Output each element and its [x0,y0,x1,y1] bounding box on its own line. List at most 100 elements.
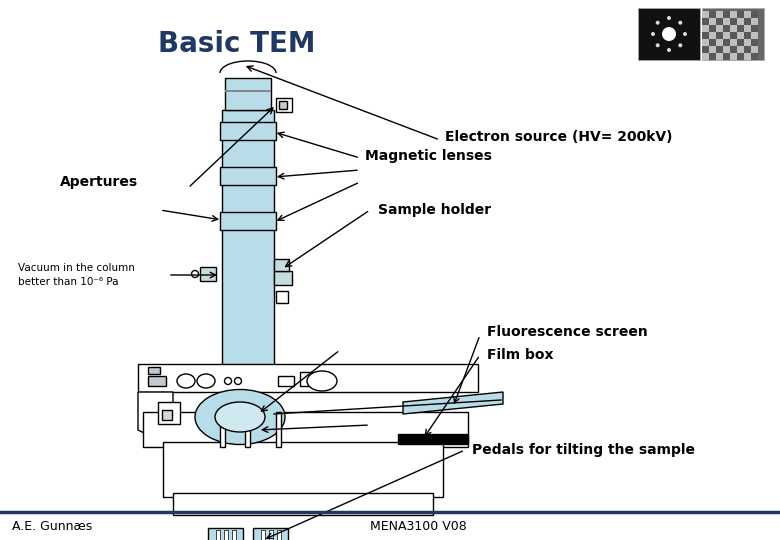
Ellipse shape [197,374,215,388]
Bar [723,25,730,32]
Bar [723,53,730,60]
Text: Magnetic lenses: Magnetic lenses [365,149,492,163]
Ellipse shape [235,377,242,384]
Bar [276,412,281,447]
Bar [138,364,478,392]
Ellipse shape [667,48,671,52]
Ellipse shape [307,371,337,391]
Bar [737,53,744,60]
Bar [709,25,716,32]
Bar [277,530,281,540]
Bar [744,46,751,53]
Bar [173,493,433,515]
Text: A.E. Gunnæs: A.E. Gunnæs [12,519,92,532]
Bar [220,167,276,185]
Ellipse shape [662,27,676,41]
Bar [278,376,294,386]
Bar [730,53,737,60]
Bar [744,39,751,46]
Bar [751,39,758,46]
Bar [148,367,160,374]
Ellipse shape [679,21,682,25]
Bar [723,46,730,53]
Bar [163,442,443,497]
Bar [276,291,288,303]
Bar [716,25,723,32]
Bar [208,528,243,540]
Bar [143,412,468,447]
Bar [261,530,265,540]
Bar [300,372,320,386]
Bar [737,25,744,32]
Bar [737,46,744,53]
Bar [744,25,751,32]
Ellipse shape [177,374,195,388]
Bar [222,110,274,385]
Text: Fluorescence screen: Fluorescence screen [487,325,647,339]
Bar [274,259,289,271]
Bar [751,25,758,32]
Bar [702,11,709,18]
Bar [751,32,758,39]
Bar [269,530,273,540]
Bar [737,18,744,25]
Bar [716,53,723,60]
Bar [709,53,716,60]
Bar [638,8,700,60]
Bar [737,11,744,18]
Bar [225,78,271,110]
Bar [200,267,216,281]
Bar [398,434,468,444]
Text: Electron source (HV= 200kV): Electron source (HV= 200kV) [445,130,672,144]
Bar [709,11,716,18]
Polygon shape [403,392,503,414]
Text: Sample holder: Sample holder [378,203,491,217]
Bar [723,39,730,46]
Bar [744,11,751,18]
Bar [702,39,709,46]
Text: MENA3100 V08: MENA3100 V08 [370,519,466,532]
Bar [709,32,716,39]
Bar [162,410,172,420]
Bar [709,39,716,46]
Ellipse shape [683,32,687,36]
Bar [702,53,709,60]
Bar [216,530,220,540]
Text: Apertures: Apertures [60,175,138,189]
Bar [730,46,737,53]
Bar [702,18,709,25]
Bar [723,18,730,25]
Bar [737,32,744,39]
Text: Film box: Film box [487,348,554,362]
Ellipse shape [667,16,671,20]
Bar [709,18,716,25]
Bar [716,46,723,53]
Bar [751,46,758,53]
Bar [702,32,709,39]
Ellipse shape [679,43,682,48]
Bar [279,101,287,109]
Ellipse shape [656,21,660,25]
Bar [716,11,723,18]
Text: Basic TEM: Basic TEM [158,30,315,58]
Ellipse shape [651,32,655,36]
Bar [158,402,180,424]
Bar [232,530,236,540]
Bar [751,11,758,18]
Bar [730,39,737,46]
Bar [723,32,730,39]
Bar [709,46,716,53]
Bar [716,32,723,39]
Polygon shape [138,392,173,447]
Bar [702,25,709,32]
Bar [730,18,737,25]
Bar [737,39,744,46]
Ellipse shape [215,402,265,432]
Bar [716,18,723,25]
Bar [220,412,225,447]
Bar [702,46,709,53]
Bar [744,53,751,60]
Bar [225,90,271,92]
Bar [274,271,292,285]
Text: Vacuum in the column
better than 10⁻⁶ Pa: Vacuum in the column better than 10⁻⁶ Pa [18,263,135,287]
